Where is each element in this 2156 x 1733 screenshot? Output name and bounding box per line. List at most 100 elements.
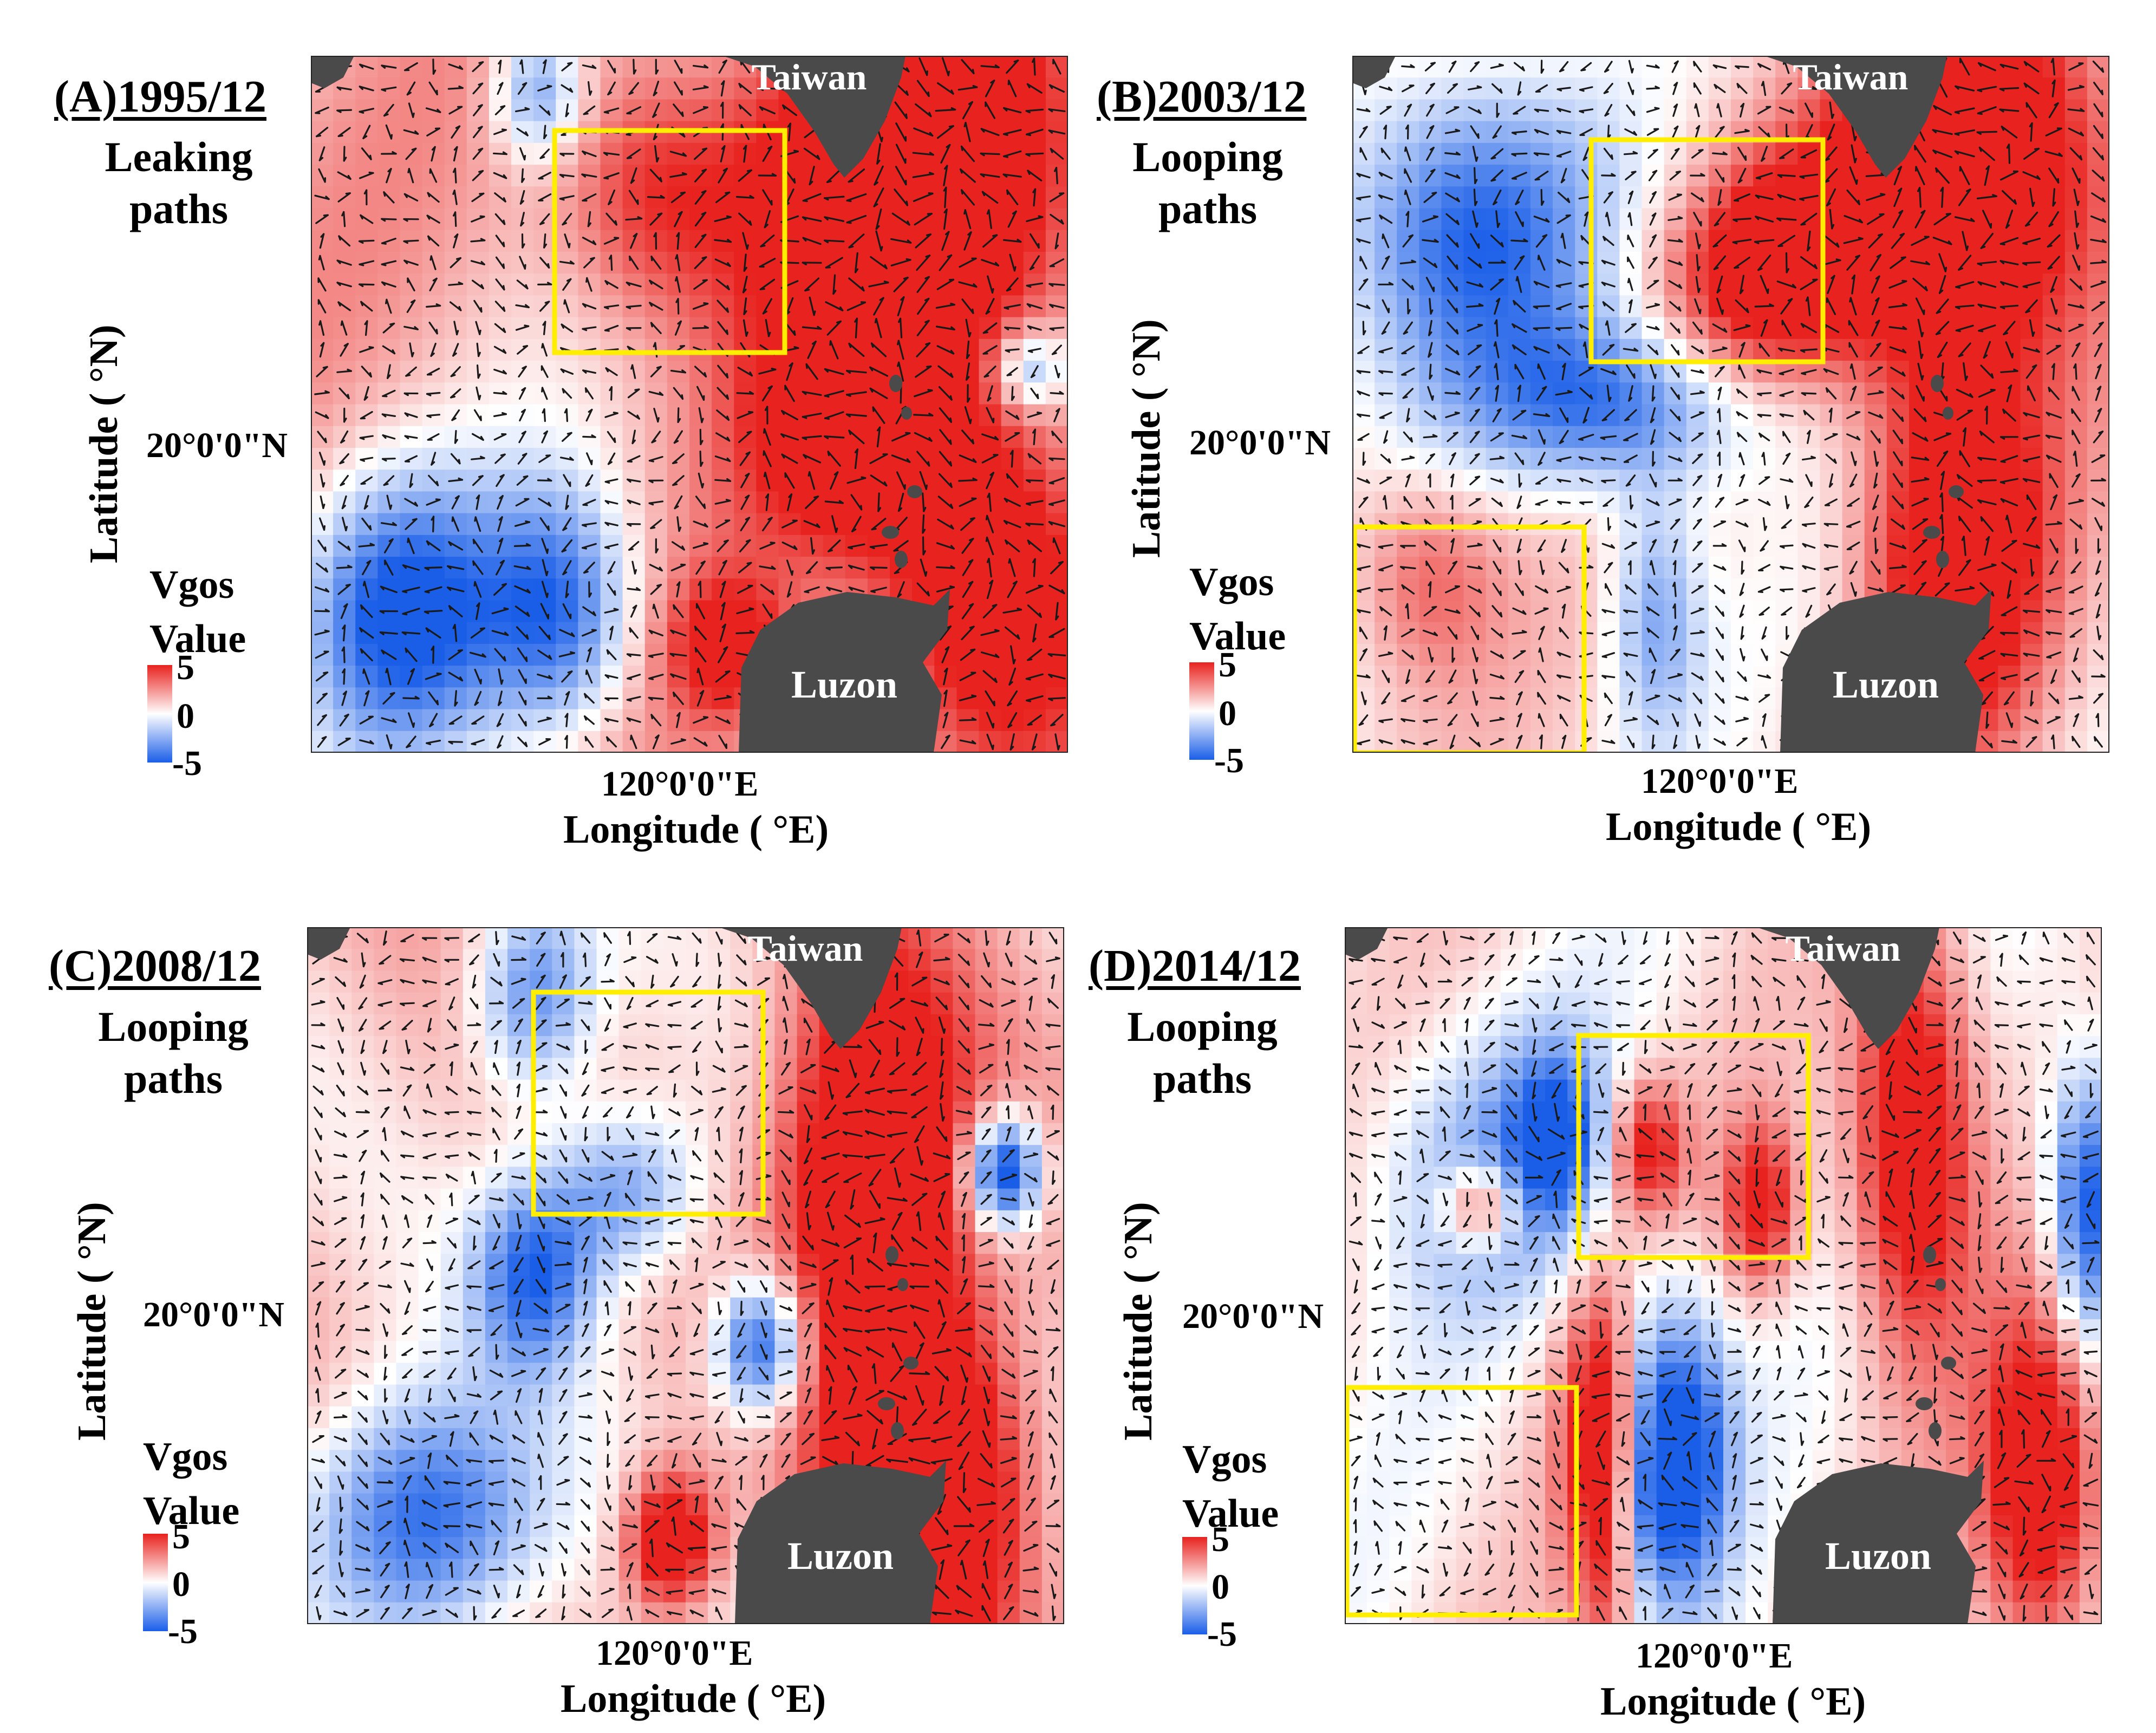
island: [1943, 407, 1953, 420]
island: [901, 407, 912, 420]
lon-tick-label: 120°0'0"E: [596, 1633, 753, 1673]
yellow-region-box: [1588, 137, 1826, 364]
island-left: [311, 56, 354, 88]
yellow-region-box: [531, 989, 766, 1217]
lat-tick-label: 20°0'0"N: [1182, 1297, 1324, 1336]
panel-title: (B)2003/12: [1097, 71, 1307, 122]
taiwan-land: [719, 927, 902, 1049]
luzon-land: [1773, 1461, 1984, 1624]
island: [903, 1357, 919, 1370]
map-frame: [1345, 927, 2102, 1624]
colorbar-min: -5: [172, 744, 202, 783]
island: [885, 1246, 898, 1263]
island: [889, 375, 902, 392]
land: [311, 56, 950, 753]
panel-title: (C)2008/12: [49, 941, 261, 991]
lon-tick-label: 120°0'0"E: [1636, 1636, 1793, 1676]
vgos-map: Taiwan Luzon: [307, 927, 1064, 1624]
colorbar: [143, 1534, 168, 1631]
luzon-land: [739, 589, 950, 753]
taiwan-label: Taiwan: [752, 56, 867, 97]
island: [1935, 1278, 1946, 1291]
legend-title: Vgos Value: [1182, 1437, 1279, 1536]
taiwan-land: [1756, 927, 1939, 1049]
island: [1936, 551, 1949, 568]
island-left: [1352, 56, 1396, 88]
path-type-label: Looping paths: [1127, 1003, 1278, 1102]
y-axis-label: Latitude ( °N): [82, 324, 126, 563]
vgos-map: Taiwan Luzon: [311, 56, 1068, 753]
map-frame: [307, 927, 1064, 1624]
land: [1345, 927, 1984, 1624]
lat-tick-label: 20°0'0"N: [1189, 423, 1331, 462]
legend-title: Vgos Value: [149, 563, 246, 661]
map-frame: [311, 56, 1068, 753]
vgos-map: Taiwan Luzon: [1352, 56, 2109, 753]
island: [907, 485, 922, 498]
luzon-label: Luzon: [1833, 663, 1939, 706]
luzon-label: Luzon: [791, 663, 897, 706]
legend-title: Vgos Value: [1189, 560, 1286, 659]
vgos-map: Taiwan Luzon: [1345, 927, 2102, 1624]
island-left: [1345, 927, 1388, 960]
region-boxes: [531, 989, 766, 1217]
region-boxes: [1352, 137, 1826, 753]
y-axis-label: Latitude ( °N): [1124, 319, 1169, 558]
colorbar-max: 5: [177, 648, 194, 687]
colorbar-min: -5: [1207, 1614, 1237, 1654]
colorbar-min: -5: [168, 1612, 198, 1651]
path-type-label: Looping paths: [1132, 133, 1283, 232]
taiwan-land: [1764, 56, 1947, 178]
island: [897, 1278, 908, 1291]
island: [1929, 1422, 1942, 1439]
x-axis-label: Longitude ( °E): [563, 807, 829, 852]
taiwan-label: Taiwan: [1793, 56, 1909, 97]
yellow-region-box: [1345, 1385, 1579, 1618]
lat-tick-label: 20°0'0"N: [143, 1295, 285, 1334]
colorbar: [1189, 662, 1214, 760]
colorbar-mid: 0: [172, 1565, 190, 1604]
land: [1352, 56, 1991, 753]
y-axis-label: Latitude ( °N): [1116, 1202, 1161, 1441]
vgos-grid: [311, 56, 1068, 753]
island: [1916, 1397, 1933, 1410]
island: [1923, 1246, 1936, 1263]
luzon-land: [1780, 589, 1991, 753]
lon-tick-label: 120°0'0"E: [1641, 761, 1799, 801]
island: [1949, 485, 1964, 498]
luzon-label: Luzon: [787, 1534, 894, 1578]
island: [891, 1422, 904, 1439]
island: [1941, 1357, 1956, 1370]
colorbar-max: 5: [172, 1517, 190, 1556]
map-frame: [1352, 56, 2109, 753]
colorbar: [147, 665, 172, 763]
island: [878, 1397, 895, 1410]
land: [307, 927, 946, 1624]
x-axis-label: Longitude ( °E): [561, 1677, 826, 1721]
path-type-label: Looping paths: [98, 1003, 249, 1102]
taiwan-label: Taiwan: [748, 928, 863, 969]
colorbar-max: 5: [1211, 1520, 1229, 1559]
vgos-grid: [307, 927, 1064, 1624]
lon-tick-label: 120°0'0"E: [601, 764, 759, 804]
colorbar-max: 5: [1219, 645, 1236, 685]
island: [882, 526, 899, 539]
colorbar: [1182, 1537, 1207, 1634]
vgos-grid: [1352, 56, 2109, 753]
x-axis-label: Longitude ( °E): [1606, 805, 1872, 849]
yellow-region-box: [1352, 524, 1587, 753]
x-axis-label: Longitude ( °E): [1600, 1679, 1866, 1724]
luzon-land: [735, 1461, 946, 1624]
path-type-label: Leaking paths: [105, 133, 253, 232]
taiwan-land: [722, 56, 906, 178]
colorbar-mid: 0: [1219, 694, 1236, 733]
island-left: [307, 927, 350, 960]
island: [1923, 526, 1940, 539]
taiwan-label: Taiwan: [1786, 928, 1901, 969]
colorbar-mid: 0: [1211, 1567, 1229, 1607]
lat-tick-label: 20°0'0"N: [146, 426, 288, 465]
y-axis-label: Latitude ( °N): [70, 1202, 114, 1441]
yellow-region-box: [1576, 1033, 1811, 1260]
vgos-grid: [1345, 927, 2102, 1624]
panel-title: (D)2014/12: [1089, 941, 1301, 991]
